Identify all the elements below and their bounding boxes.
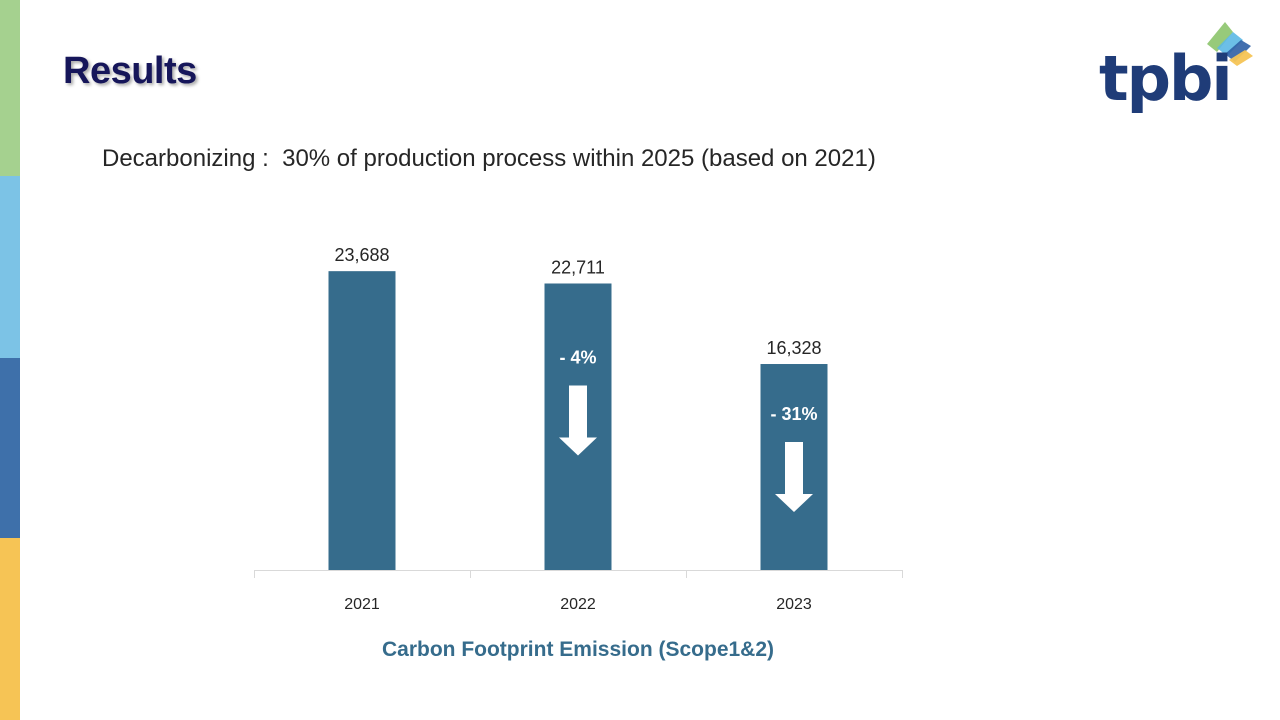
logo-mark-icon: [1207, 22, 1253, 66]
data-label-2023: 16,328: [766, 338, 821, 358]
x-tick-label-2023: 2023: [776, 596, 812, 613]
slide-title: Results: [63, 50, 197, 92]
accent-stripe-dark-blue: [0, 358, 20, 538]
change-label-2022: - 4%: [559, 347, 596, 367]
down-arrow-icon: [775, 442, 813, 513]
accent-stripe-yellow: [0, 538, 20, 720]
logo-text: tpbi: [1099, 42, 1233, 115]
change-label-2023: - 31%: [770, 404, 817, 424]
slide-subtitle: Decarbonizing : 30% of production proces…: [102, 145, 876, 172]
accent-stripe-light-blue: [0, 176, 20, 358]
accent-stripe-green: [0, 0, 20, 176]
chart-title: Carbon Footprint Emission (Scope1&2): [381, 638, 775, 661]
down-arrow-icon: [559, 385, 597, 456]
tpbi-logo: tpbi: [1095, 18, 1255, 118]
data-label-2022: 22,711: [551, 257, 605, 277]
x-tick-label-2021: 2021: [344, 596, 380, 613]
data-label-2021: 23,688: [334, 245, 389, 265]
x-tick-label-2022: 2022: [560, 596, 596, 613]
bar-2021: [328, 271, 396, 570]
